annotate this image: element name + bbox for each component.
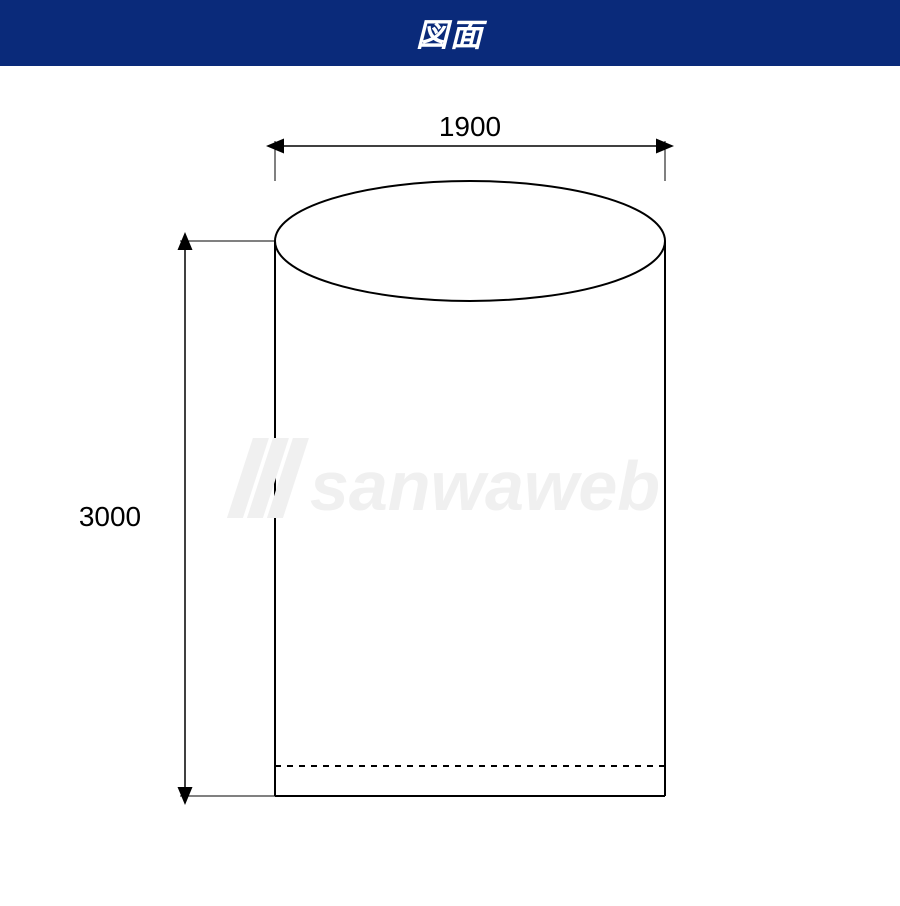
header-bar: 図面 — [0, 0, 900, 66]
header-title: 図面 — [416, 17, 484, 53]
height-dimension-label: 3000 — [79, 501, 141, 532]
technical-drawing: 1900 3000 — [0, 66, 900, 906]
width-dimension-label: 1900 — [439, 111, 501, 142]
drawing-canvas: sanwaweb 19003000 — [0, 66, 900, 906]
